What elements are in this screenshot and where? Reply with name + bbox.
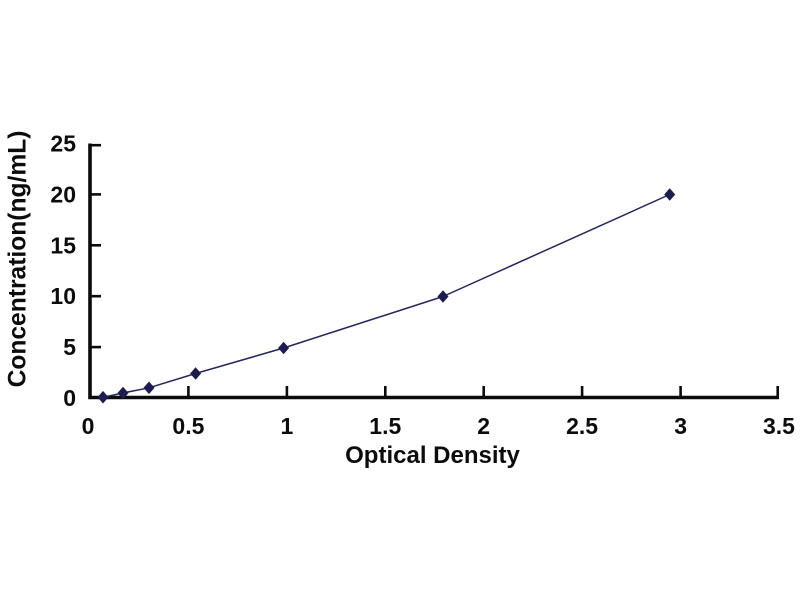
svg-text:1.5: 1.5 — [369, 413, 401, 439]
svg-text:10: 10 — [50, 283, 76, 309]
svg-text:Optical Density: Optical Density — [345, 442, 520, 469]
svg-text:2: 2 — [477, 413, 490, 439]
svg-text:0.5: 0.5 — [172, 413, 204, 439]
svg-text:3: 3 — [674, 413, 687, 439]
svg-text:15: 15 — [50, 232, 76, 258]
svg-text:0: 0 — [82, 413, 95, 439]
svg-text:3.5: 3.5 — [763, 413, 795, 439]
svg-text:5: 5 — [63, 334, 76, 360]
svg-text:25: 25 — [50, 131, 76, 157]
svg-text:20: 20 — [50, 181, 76, 207]
svg-text:0: 0 — [63, 385, 76, 411]
svg-text:Concentration(ng/mL): Concentration(ng/mL) — [5, 131, 32, 388]
svg-text:2.5: 2.5 — [566, 413, 598, 439]
svg-text:1: 1 — [281, 413, 294, 439]
